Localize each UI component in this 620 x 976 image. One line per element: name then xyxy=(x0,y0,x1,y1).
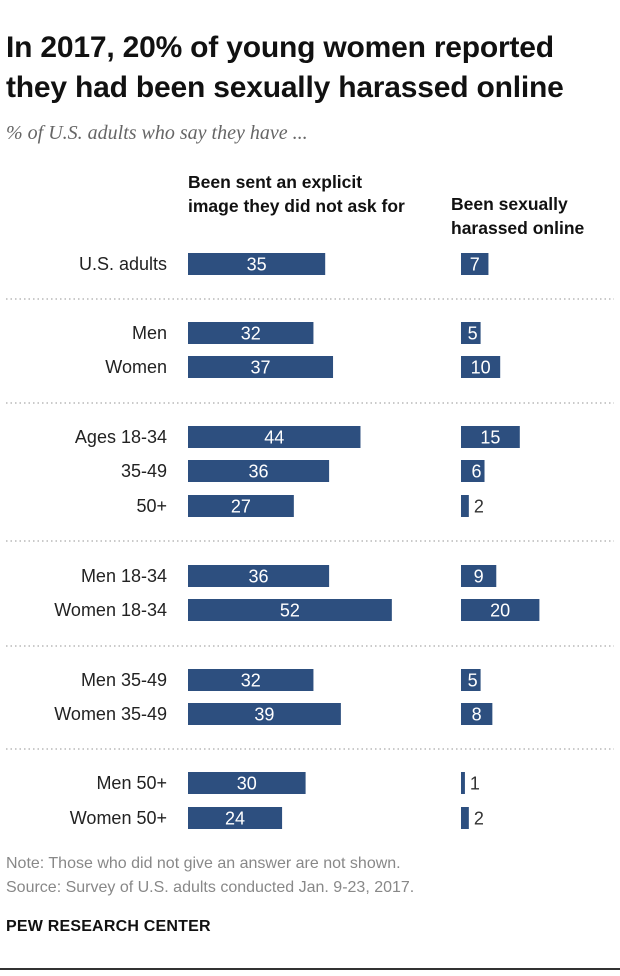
data-label: 52 xyxy=(280,601,300,621)
chart-title: In 2017, 20% of young women reported the… xyxy=(6,31,564,104)
data-label: 37 xyxy=(251,358,271,378)
bar xyxy=(461,565,497,587)
data-label: 9 xyxy=(474,567,484,587)
data-label: 7 xyxy=(470,255,480,275)
data-label: 8 xyxy=(472,705,482,725)
bar xyxy=(188,426,361,448)
bar xyxy=(188,322,314,344)
data-label: 44 xyxy=(264,428,284,448)
data-label: 27 xyxy=(231,497,251,517)
footer-divider xyxy=(0,968,620,970)
data-label: 32 xyxy=(241,324,261,344)
category-label: Men 18-34 xyxy=(81,566,167,586)
data-label: 2 xyxy=(474,809,484,829)
bar xyxy=(461,599,540,621)
data-label: 5 xyxy=(468,671,478,691)
data-label: 2 xyxy=(474,497,484,517)
bar xyxy=(461,426,520,448)
category-label: Women 35-49 xyxy=(54,704,167,724)
bar xyxy=(461,807,469,829)
data-label: 30 xyxy=(237,774,257,794)
category-label: Men 50+ xyxy=(96,773,167,793)
brand-logo-text: PEW RESEARCH CENTER xyxy=(6,918,211,935)
bar xyxy=(188,356,334,378)
bar xyxy=(188,669,314,691)
category-label: Women xyxy=(105,357,167,377)
category-label: Women 50+ xyxy=(70,808,167,828)
column-header-harassed-online: Been sexually harassed online xyxy=(451,194,585,238)
bar xyxy=(461,495,469,517)
category-label: 50+ xyxy=(136,496,167,516)
bar xyxy=(188,807,283,829)
data-label: 6 xyxy=(472,462,482,482)
category-label: 35-49 xyxy=(121,461,167,481)
bar xyxy=(188,703,341,725)
bar xyxy=(461,772,465,794)
category-label: Men xyxy=(132,323,167,343)
data-label: 35 xyxy=(247,255,267,275)
bar xyxy=(188,565,330,587)
data-label: 1 xyxy=(470,774,480,794)
data-label: 15 xyxy=(480,428,500,448)
data-label: 36 xyxy=(249,462,269,482)
bar xyxy=(188,495,294,517)
bar xyxy=(188,253,326,275)
bar xyxy=(461,322,481,344)
chart-subtitle: % of U.S. adults who say they have ... xyxy=(6,122,308,144)
data-label: 20 xyxy=(490,601,510,621)
category-label: U.S. adults xyxy=(79,254,167,274)
chart-note: Note: Those who did not give an answer a… xyxy=(6,855,401,872)
data-label: 24 xyxy=(225,809,245,829)
bar xyxy=(461,703,493,725)
bar xyxy=(461,460,485,482)
data-label: 5 xyxy=(468,324,478,344)
chart-source: Source: Survey of U.S. adults conducted … xyxy=(6,879,415,896)
data-label: 36 xyxy=(249,567,269,587)
data-label: 32 xyxy=(241,671,261,691)
data-label: 39 xyxy=(254,705,274,725)
category-label: Men 35-49 xyxy=(81,670,167,690)
category-label: Women 18-34 xyxy=(54,600,167,620)
bar xyxy=(461,669,481,691)
bar xyxy=(188,772,306,794)
bar xyxy=(188,599,392,621)
bar xyxy=(461,356,501,378)
data-label: 10 xyxy=(471,358,491,378)
category-label: Ages 18-34 xyxy=(75,427,167,447)
column-header-explicit-image: Been sent an explicit image they did not… xyxy=(188,172,405,216)
bar xyxy=(461,253,489,275)
bar xyxy=(188,460,330,482)
